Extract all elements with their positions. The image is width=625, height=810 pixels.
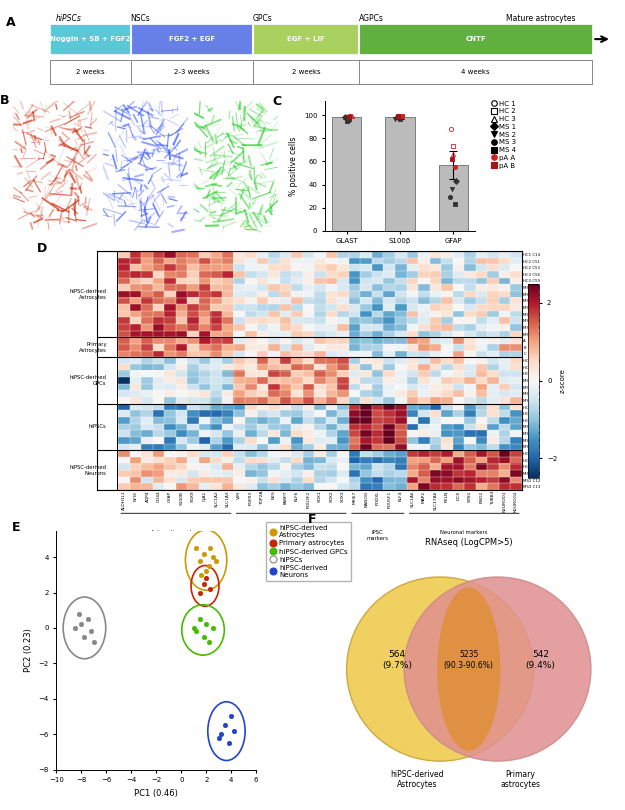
- Text: hiPSC-derived
Neurons: hiPSC-derived Neurons: [70, 465, 107, 475]
- Text: s100β: s100β: [107, 230, 126, 235]
- Text: Astrocytic markers: Astrocytic markers: [151, 530, 201, 535]
- Point: [79, 630, 89, 643]
- Point: [82, 612, 92, 625]
- FancyBboxPatch shape: [359, 23, 592, 54]
- Point: [211, 554, 221, 567]
- Text: A: A: [6, 15, 15, 29]
- FancyBboxPatch shape: [131, 23, 253, 54]
- Point: [70, 621, 80, 634]
- Text: EGF + LIF: EGF + LIF: [287, 36, 325, 42]
- Bar: [385, 117, 415, 231]
- Text: hiPSC-derived
GPCs: hiPSC-derived GPCs: [70, 375, 107, 386]
- Y-axis label: PC2 (0.23): PC2 (0.23): [24, 628, 32, 672]
- Text: hiPSCs: hiPSCs: [89, 424, 107, 429]
- Point: [89, 636, 99, 649]
- Text: F: F: [308, 514, 316, 526]
- Point: [199, 547, 209, 560]
- Text: Primary
astrocytes: Primary astrocytes: [501, 770, 541, 790]
- Text: Primary
Astrocytes: Primary Astrocytes: [79, 342, 107, 352]
- Point: [189, 621, 199, 634]
- Point: [199, 578, 209, 590]
- Text: AGPCs: AGPCs: [359, 14, 384, 23]
- Bar: [332, 117, 361, 231]
- Text: 564
(9.7%): 564 (9.7%): [382, 650, 412, 670]
- Point: [208, 551, 217, 564]
- Text: hiPSC-derived
Astrocytes: hiPSC-derived Astrocytes: [70, 289, 107, 300]
- Text: D: D: [38, 241, 48, 254]
- Point: [226, 710, 236, 723]
- FancyBboxPatch shape: [253, 23, 359, 54]
- Point: [229, 724, 239, 737]
- Text: iPSC
markers: iPSC markers: [367, 530, 389, 541]
- Legend: HC 1, HC 2, HC 3, MS 1, MS 2, MS 3, MS 4, pA A, pA B: HC 1, HC 2, HC 3, MS 1, MS 2, MS 3, MS 4…: [491, 100, 516, 168]
- Bar: [439, 165, 468, 231]
- Point: [201, 572, 211, 585]
- Point: [195, 554, 205, 567]
- Point: [204, 636, 214, 649]
- Point: [205, 582, 215, 595]
- Ellipse shape: [404, 577, 591, 761]
- Text: Mature astrocytes: Mature astrocytes: [506, 14, 576, 23]
- Ellipse shape: [346, 577, 534, 761]
- Point: [205, 542, 215, 555]
- Text: CNTF: CNTF: [465, 36, 486, 42]
- Text: 542
(9.4%): 542 (9.4%): [526, 650, 556, 670]
- Text: B: B: [0, 95, 9, 108]
- Text: GLAST: GLAST: [17, 230, 38, 235]
- Point: [195, 612, 205, 625]
- Point: [208, 621, 217, 634]
- Text: 4 weeks: 4 weeks: [461, 69, 490, 75]
- Point: [201, 565, 211, 578]
- Point: [86, 625, 96, 638]
- Text: E: E: [12, 521, 21, 534]
- Point: [214, 731, 224, 744]
- Point: [191, 542, 201, 555]
- Point: [216, 727, 226, 740]
- Point: [204, 560, 214, 573]
- Point: [199, 630, 209, 643]
- Text: hiPSCs: hiPSCs: [56, 14, 81, 23]
- Text: RNAseq (LogCPM>5): RNAseq (LogCPM>5): [425, 539, 512, 548]
- Point: [220, 718, 230, 731]
- FancyBboxPatch shape: [50, 23, 131, 54]
- Text: Precursors markers: Precursors markers: [266, 530, 317, 535]
- Legend: hiPSC-derived
Astrocytes, Primary astrocytes, hiPSC-derived GPCs, hiPSCs, hiPSC-: hiPSC-derived Astrocytes, Primary astroc…: [266, 522, 351, 581]
- Text: NSCs: NSCs: [131, 14, 151, 23]
- Ellipse shape: [437, 587, 501, 751]
- Text: Neuronal markers: Neuronal markers: [441, 530, 488, 535]
- Text: 2 weeks: 2 weeks: [76, 69, 104, 75]
- Text: C: C: [272, 95, 282, 108]
- Point: [196, 569, 206, 582]
- Text: 2-3 weeks: 2-3 weeks: [174, 69, 209, 75]
- Y-axis label: % positive cells: % positive cells: [289, 136, 298, 196]
- Y-axis label: z-score: z-score: [560, 369, 566, 393]
- Text: 5235
(90.3-90.6%): 5235 (90.3-90.6%): [444, 650, 494, 670]
- Point: [76, 618, 86, 631]
- Text: GFAP: GFAP: [198, 230, 214, 235]
- Text: FGF2 + EGF: FGF2 + EGF: [169, 36, 215, 42]
- Point: [74, 608, 84, 620]
- Text: 2 weeks: 2 weeks: [291, 69, 320, 75]
- Point: [191, 625, 201, 638]
- Point: [201, 618, 211, 631]
- Point: [224, 736, 234, 749]
- X-axis label: PC1 (0.46): PC1 (0.46): [134, 789, 178, 798]
- Text: Noggin + SB + FGF2: Noggin + SB + FGF2: [50, 36, 131, 42]
- Point: [195, 586, 205, 599]
- Text: GPCs: GPCs: [253, 14, 272, 23]
- Text: hiPSC-derived
Astrocytes: hiPSC-derived Astrocytes: [390, 770, 444, 790]
